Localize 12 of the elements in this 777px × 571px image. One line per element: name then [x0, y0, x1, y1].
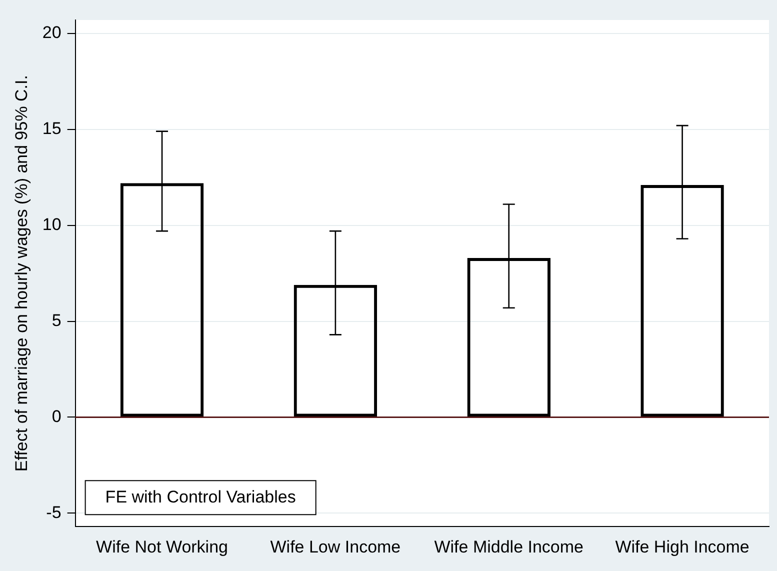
y-tick-label: 0 [52, 406, 62, 426]
x-tick-label: Wife Middle Income [434, 537, 584, 556]
y-axis-title: Effect of marriage on hourly wages (%) and 95% C.I. [12, 75, 31, 472]
y-tick-label: -5 [46, 502, 62, 522]
x-tick-label: Wife Not Working [96, 537, 228, 556]
y-tick-label: 20 [42, 23, 62, 42]
y-tick-label: 5 [52, 310, 62, 330]
y-tick-label: 15 [42, 119, 62, 138]
x-tick-label: Wife Low Income [270, 537, 401, 556]
x-tick-label: Wife High Income [615, 537, 750, 556]
y-tick-label: 10 [42, 215, 62, 234]
annotation: FE with Control Variables [105, 487, 296, 506]
